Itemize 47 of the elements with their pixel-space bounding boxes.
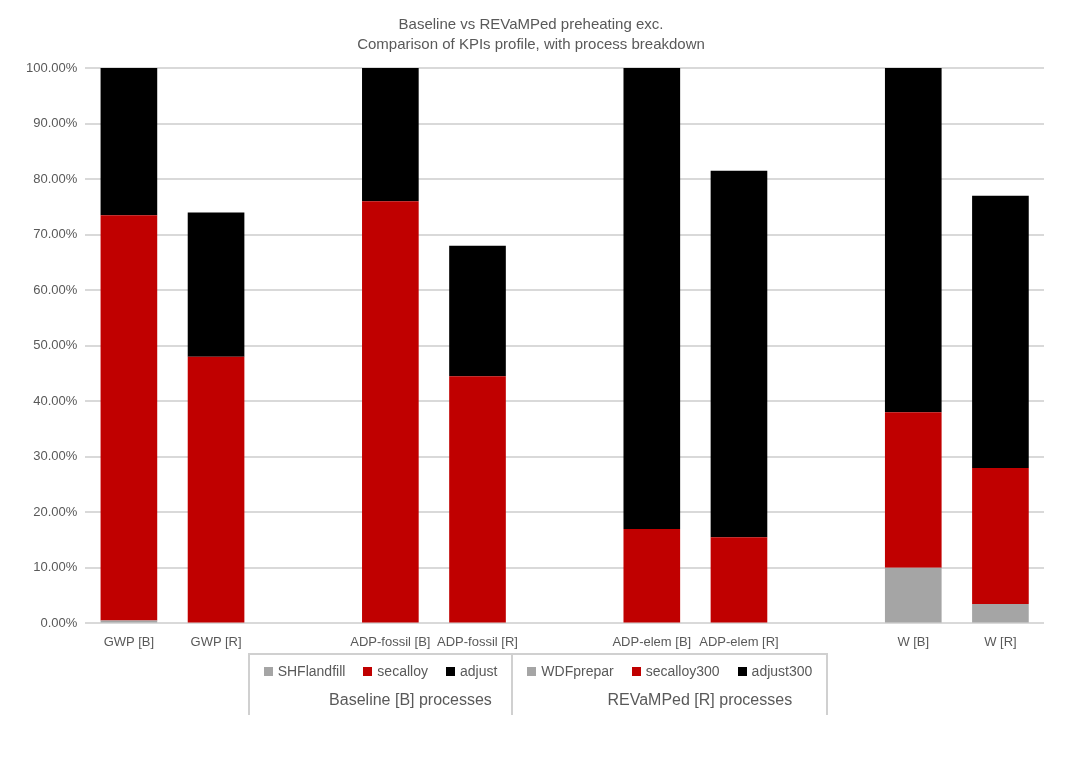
bar: [362, 68, 419, 202]
legend-label: adjust: [458, 663, 498, 679]
bar: [972, 467, 1029, 604]
legend-label: adjust300: [750, 663, 813, 679]
y-tick-label: 20.00%: [33, 503, 78, 519]
legend-label: SHFlandfill: [276, 663, 346, 679]
bar: [623, 528, 681, 623]
bar: [362, 201, 419, 623]
bar: [449, 245, 506, 377]
x-tick-label: GWP [B]: [103, 633, 155, 649]
bar: [623, 68, 681, 529]
bar: [972, 603, 1029, 623]
bar: [187, 356, 245, 623]
bar: [187, 212, 245, 357]
legend-label: secalloy300: [644, 663, 720, 679]
y-tick-label: 90.00%: [33, 115, 78, 131]
bar: [710, 537, 768, 623]
y-tick-label: 70.00%: [33, 226, 78, 242]
bar: [972, 195, 1029, 468]
bar: [884, 567, 942, 623]
x-tick-label: W [B]: [897, 633, 930, 649]
chart-subtitle: Comparison of KPIs profile, with process breakdown: [357, 35, 705, 53]
y-tick-label: 100.00%: [25, 59, 78, 75]
bar: [710, 170, 768, 538]
bar: [100, 215, 158, 621]
legend-label: WDFprepar: [540, 663, 614, 679]
y-tick-label: 80.00%: [33, 170, 78, 186]
text: Baseline [B] processes: [328, 691, 493, 709]
y-tick-label: 0.00%: [40, 614, 78, 630]
text: REVaMPed [R] processes: [606, 691, 794, 709]
bar: [449, 376, 506, 623]
bar: [884, 412, 942, 568]
legend-label: secalloy: [376, 663, 428, 679]
x-tick-label: ADP-elem [B]: [612, 633, 692, 649]
x-tick-label: ADP-fossil [R]: [437, 633, 518, 649]
bar: [884, 68, 942, 413]
bar: [100, 68, 158, 216]
y-tick-label: 50.00%: [33, 337, 78, 353]
x-tick-label: GWP [R]: [190, 633, 242, 649]
y-tick-label: 40.00%: [33, 392, 78, 408]
x-tick-label: ADP-elem [R]: [699, 633, 779, 649]
y-tick-label: 60.00%: [33, 281, 78, 297]
y-tick-label: 30.00%: [33, 448, 78, 464]
x-tick-label: W [R]: [984, 633, 1017, 649]
chart-title: Baseline vs REVaMPed preheating exc.: [398, 15, 664, 33]
y-tick-label: 10.00%: [33, 559, 78, 575]
x-tick-label: ADP-fossil [B]: [350, 633, 431, 649]
